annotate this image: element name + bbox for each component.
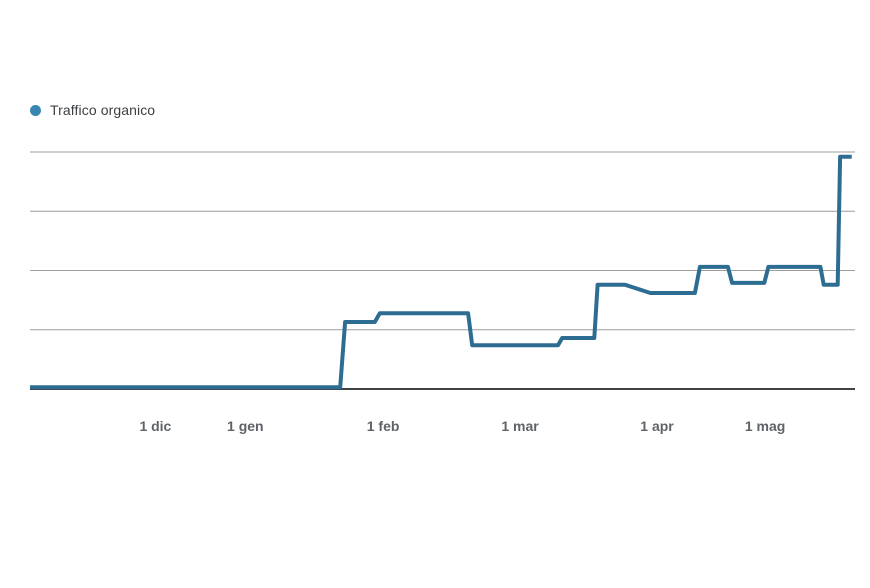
x-axis-tick-label: 1 mag bbox=[745, 418, 785, 434]
traffic-series-line bbox=[30, 154, 852, 390]
legend-dot-icon bbox=[30, 104, 41, 116]
legend[interactable]: Traffico organico bbox=[30, 102, 155, 118]
x-axis-tick-label: 1 gen bbox=[227, 418, 264, 434]
x-axis-tick-label: 1 feb bbox=[367, 418, 400, 434]
legend-label: Traffico organico bbox=[50, 102, 156, 118]
x-axis-tick-label: 1 dic bbox=[139, 418, 171, 434]
x-axis-tick-label: 1 apr bbox=[640, 418, 674, 434]
x-axis-tick-label: 1 mar bbox=[501, 418, 539, 434]
